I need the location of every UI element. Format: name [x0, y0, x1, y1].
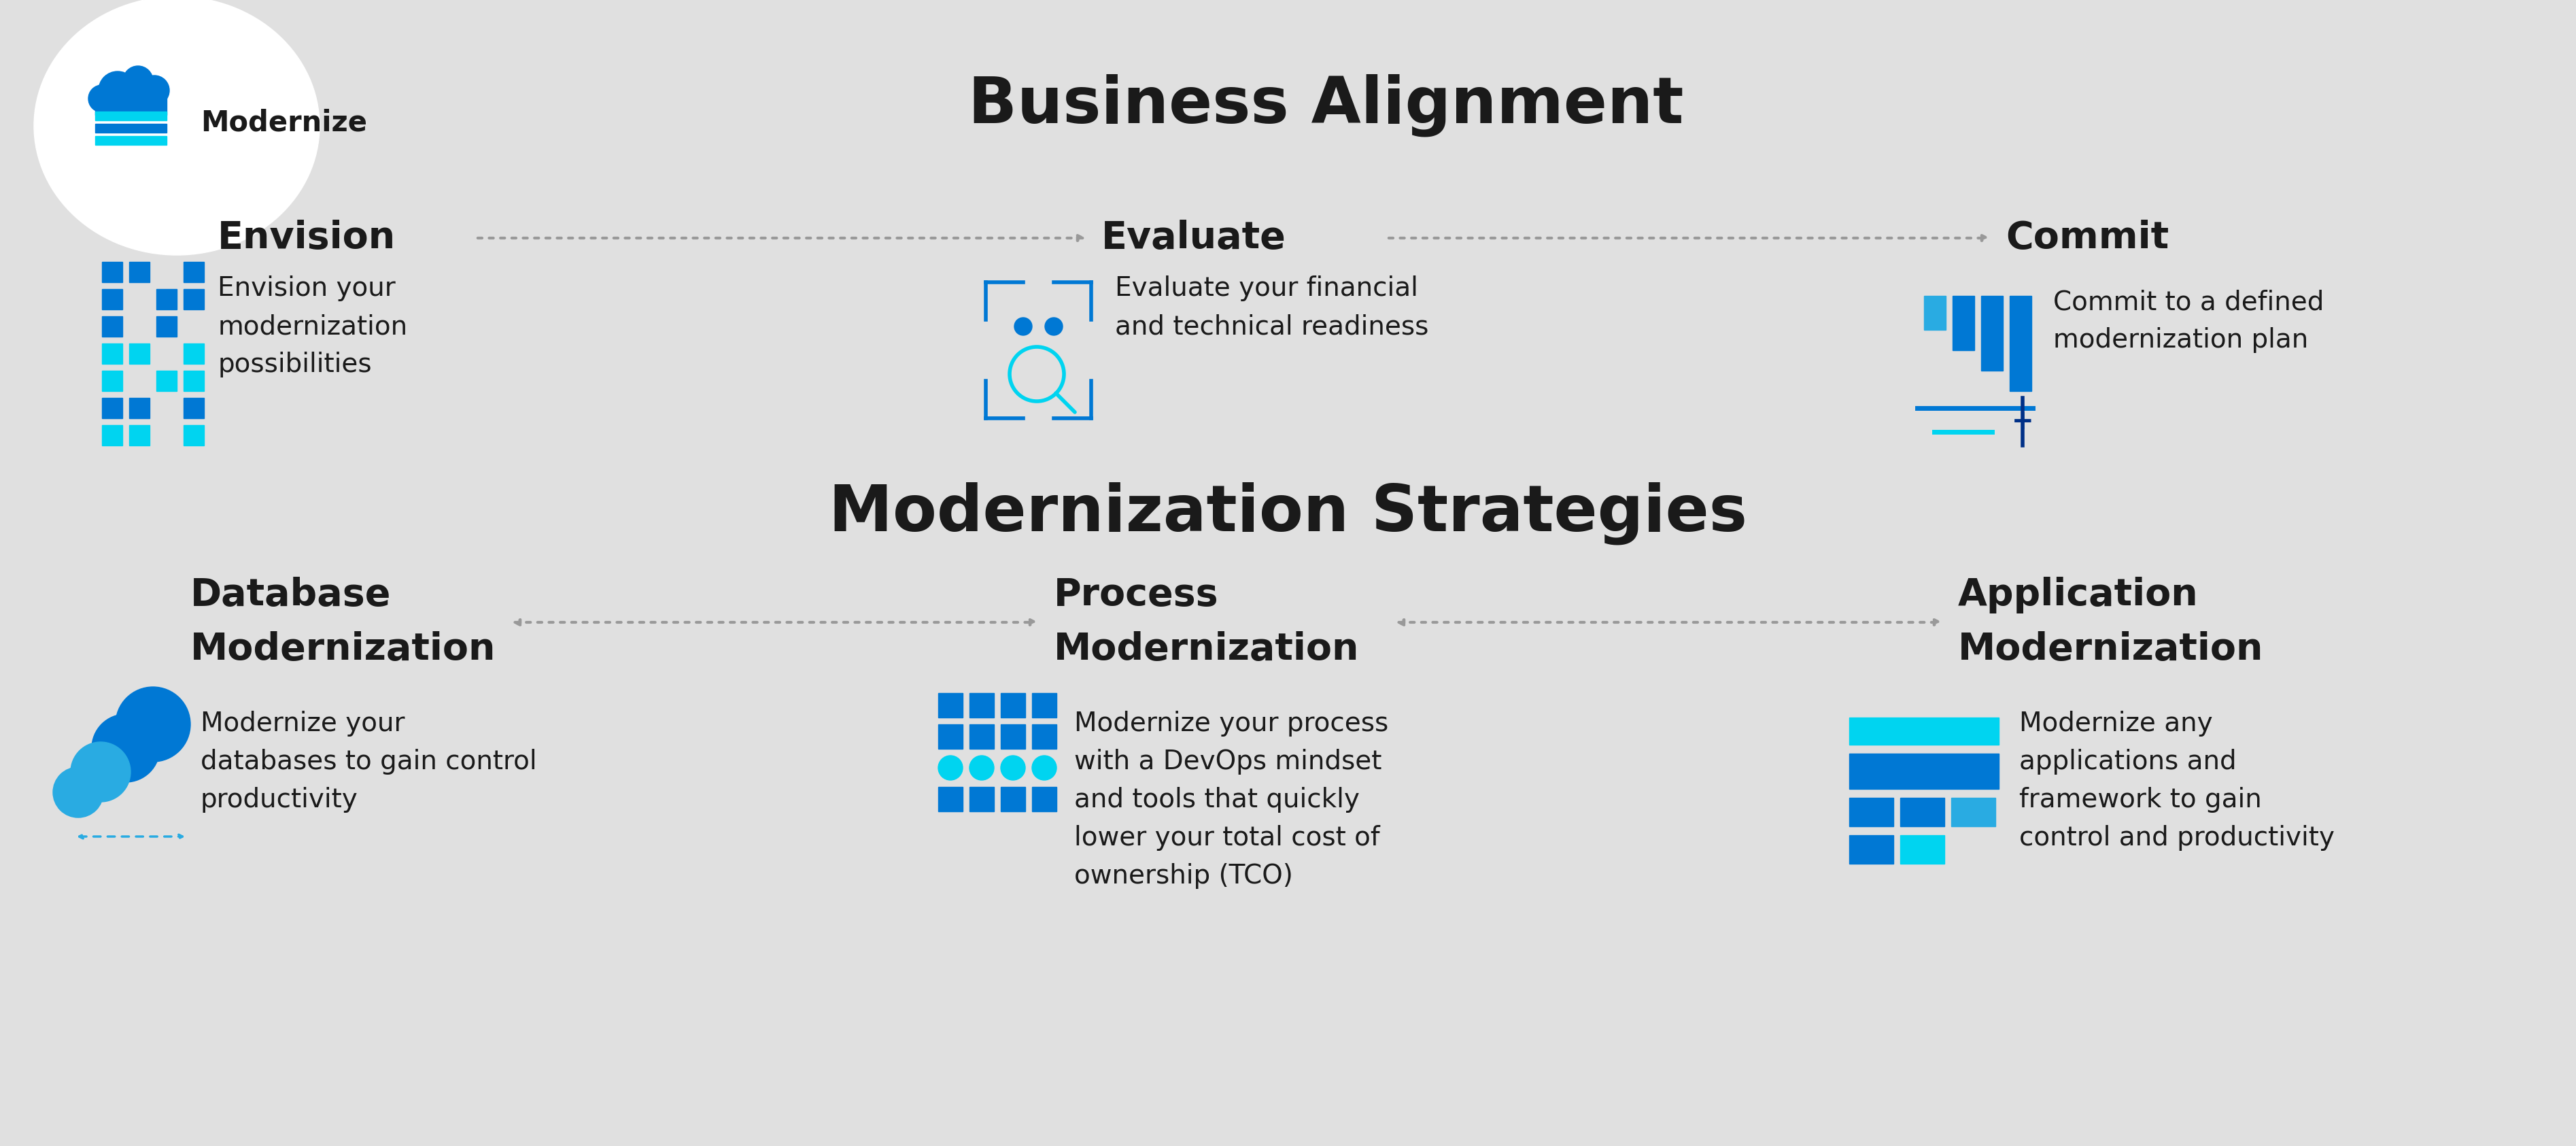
Bar	[938, 787, 963, 811]
Text: Modernize: Modernize	[201, 108, 368, 136]
Circle shape	[139, 76, 170, 105]
Bar	[1950, 798, 1996, 826]
Text: Evaluate: Evaluate	[1103, 220, 1285, 257]
Text: Application: Application	[1958, 576, 2197, 613]
Bar	[95, 124, 167, 133]
Bar	[999, 787, 1025, 811]
Circle shape	[1046, 317, 1064, 336]
Text: Modernization: Modernization	[1958, 631, 2264, 668]
Text: +: +	[2012, 409, 2032, 434]
Bar	[1850, 835, 1893, 864]
Bar	[103, 370, 124, 391]
Text: Database: Database	[191, 576, 392, 613]
Circle shape	[1015, 317, 1033, 336]
Bar	[969, 724, 994, 748]
Bar	[1033, 787, 1056, 811]
Bar	[969, 693, 994, 717]
Bar	[183, 344, 204, 364]
Bar	[969, 787, 994, 811]
Bar	[1924, 296, 1945, 330]
Bar	[183, 370, 204, 391]
Bar	[95, 136, 167, 144]
Text: Envision: Envision	[216, 220, 397, 257]
Text: Commit to a defined
modernization plan: Commit to a defined modernization plan	[2053, 289, 2324, 353]
Bar	[1033, 693, 1056, 717]
Text: Modernize your process
with a DevOps mindset
and tools that quickly
lower your t: Modernize your process with a DevOps min…	[1074, 711, 1388, 889]
Bar	[129, 398, 149, 418]
Bar	[129, 425, 149, 446]
Bar	[103, 289, 124, 309]
Text: Modernize your
databases to gain control
productivity: Modernize your databases to gain control…	[201, 711, 536, 813]
Bar	[938, 693, 963, 717]
Bar	[1901, 798, 1945, 826]
Text: Business Alignment: Business Alignment	[969, 74, 1685, 136]
Bar	[157, 289, 178, 309]
Bar	[183, 425, 204, 446]
Bar	[95, 89, 167, 115]
Text: Modernization: Modernization	[191, 631, 497, 668]
Bar	[999, 693, 1025, 717]
Circle shape	[938, 755, 963, 780]
Circle shape	[124, 66, 152, 96]
Bar	[103, 316, 124, 337]
Bar	[157, 370, 178, 391]
Circle shape	[93, 714, 160, 782]
Circle shape	[88, 85, 116, 112]
Circle shape	[54, 767, 103, 817]
Text: Evaluate your financial
and technical readiness: Evaluate your financial and technical re…	[1115, 275, 1430, 339]
Text: Envision your
modernization
possibilities: Envision your modernization possibilitie…	[216, 275, 407, 377]
Bar	[1981, 296, 2004, 370]
Bar	[183, 398, 204, 418]
Bar	[129, 344, 149, 364]
Bar	[129, 261, 149, 282]
Bar	[95, 111, 167, 120]
Bar	[103, 425, 124, 446]
Bar	[103, 344, 124, 364]
Bar	[2009, 296, 2032, 391]
Ellipse shape	[33, 0, 319, 256]
Circle shape	[116, 686, 191, 762]
Bar	[1901, 835, 1945, 864]
Bar	[1953, 296, 1973, 351]
Bar	[999, 724, 1025, 748]
Circle shape	[1033, 755, 1056, 780]
Bar	[103, 261, 124, 282]
Bar	[103, 398, 124, 418]
Text: Modernize any
applications and
framework to gain
control and productivity: Modernize any applications and framework…	[2020, 711, 2334, 850]
Circle shape	[969, 755, 994, 780]
Circle shape	[999, 755, 1025, 780]
Bar	[1850, 717, 1999, 745]
Text: Modernization Strategies: Modernization Strategies	[829, 482, 1747, 545]
Bar	[157, 316, 178, 337]
Circle shape	[70, 741, 131, 802]
Text: Modernization: Modernization	[1054, 631, 1360, 668]
Bar	[1850, 754, 1999, 788]
Bar	[1850, 798, 1893, 826]
Bar	[1033, 724, 1056, 748]
Bar	[938, 724, 963, 748]
Text: Commit: Commit	[2007, 220, 2169, 257]
Circle shape	[98, 71, 137, 110]
Bar	[183, 289, 204, 309]
Bar	[183, 261, 204, 282]
Text: Process: Process	[1054, 576, 1218, 613]
